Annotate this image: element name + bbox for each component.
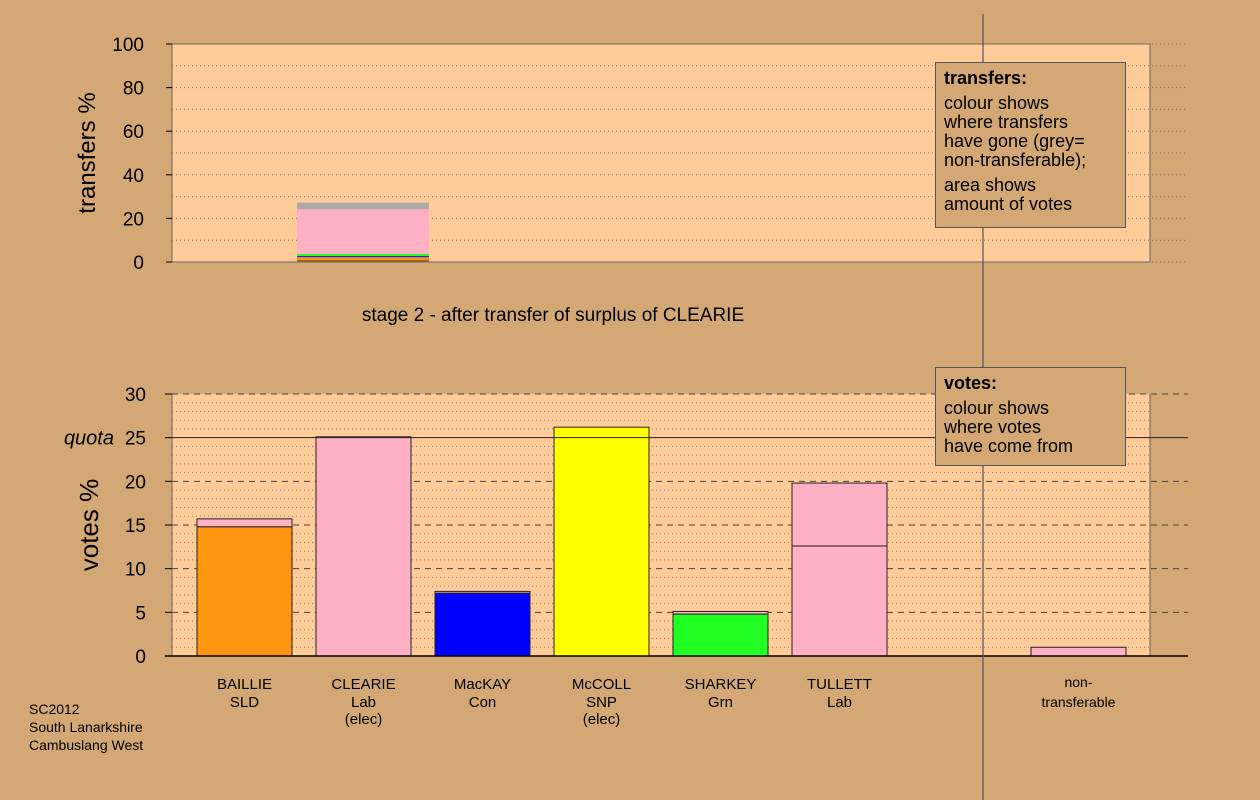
nontransferable-label: transferable bbox=[1042, 694, 1116, 710]
candidate-party: SNP bbox=[586, 694, 617, 711]
transfer-segment-non-transferable bbox=[297, 202, 429, 210]
vote-bar-baillie-segment bbox=[196, 518, 293, 528]
votes-y-axis-label: votes % bbox=[74, 479, 104, 572]
legend-line: colour shows bbox=[944, 398, 1050, 418]
votes-y-tick-label: 25 bbox=[125, 429, 146, 450]
vote-bar-tullett-segment bbox=[791, 545, 888, 657]
legend-line: colour shows bbox=[944, 93, 1050, 113]
credits-line: South Lanarkshire bbox=[29, 719, 143, 735]
legend-line: non-transferable); bbox=[944, 150, 1087, 170]
transfers-y-tick-label: 20 bbox=[123, 209, 144, 230]
legend-line: have come from bbox=[944, 436, 1074, 456]
candidate-party: Con bbox=[469, 694, 497, 711]
legend-line: where transfers bbox=[944, 112, 1069, 132]
transfers-legend-title: transfers: bbox=[944, 68, 1028, 88]
candidate-name: MacKAY bbox=[454, 676, 511, 693]
candidate-party: Lab bbox=[827, 694, 852, 711]
votes-y-tick-label: 20 bbox=[125, 472, 146, 493]
candidate-elected-note: (elec) bbox=[345, 711, 383, 728]
transfers-y-tick-label: 80 bbox=[123, 79, 144, 100]
vote-bar-sharkey-segment bbox=[672, 610, 769, 615]
transfer-segment-tullett bbox=[297, 209, 429, 254]
vote-bar-mackay-segment bbox=[434, 590, 531, 594]
candidate-elected-note: (elec) bbox=[583, 711, 621, 728]
stage-title: stage 2 - after transfer of surplus of C… bbox=[362, 305, 744, 326]
votes-y-tick-label: 5 bbox=[135, 603, 146, 624]
credits-line: Cambuslang West bbox=[29, 737, 144, 753]
candidate-party: SLD bbox=[230, 694, 259, 711]
transfer-segment-baillie bbox=[297, 257, 429, 262]
votes-y-tick-label: 15 bbox=[125, 516, 146, 537]
transfers-y-tick-label: 60 bbox=[123, 122, 144, 143]
transfers-y-tick-label: 100 bbox=[112, 35, 144, 56]
votes-legend: votes: colour shows where votes have com… bbox=[935, 367, 1126, 466]
nontransferable-bar bbox=[1030, 646, 1127, 657]
transfer-segment-sharkey bbox=[297, 253, 429, 257]
quota-label: quota bbox=[64, 428, 114, 450]
votes-y-tick-label: 10 bbox=[125, 560, 146, 581]
transfers-legend-text: colour shows where transfers have gone (… bbox=[944, 94, 1117, 170]
candidate-name: BAILLIE bbox=[217, 676, 272, 693]
vote-bar-baillie-segment bbox=[196, 526, 293, 657]
votes-legend-text: colour shows where votes have come from bbox=[944, 399, 1117, 456]
credits-line: SC2012 bbox=[29, 701, 80, 717]
nontransferable-label: non- bbox=[1064, 674, 1092, 690]
legend-line: have gone (grey= bbox=[944, 131, 1085, 151]
candidate-party: Lab bbox=[351, 694, 376, 711]
transfers-legend-text-2: area shows amount of votes bbox=[944, 176, 1117, 214]
legend-line: where votes bbox=[944, 417, 1042, 437]
candidate-name: SHARKEY bbox=[685, 676, 757, 693]
votes-y-tick-label: 30 bbox=[125, 385, 146, 406]
legend-line: area shows bbox=[944, 175, 1037, 195]
transfers-y-tick-label: 0 bbox=[133, 253, 144, 274]
candidate-name: CLEARIE bbox=[331, 676, 395, 693]
vote-bar-clearie-segment bbox=[315, 436, 412, 657]
vote-bar-mccoll-segment bbox=[553, 426, 650, 657]
vote-bar-sharkey-segment bbox=[672, 613, 769, 657]
vote-bar-tullett-segment bbox=[791, 482, 888, 547]
votes-legend-title: votes: bbox=[944, 373, 998, 393]
vote-bar-mackay-segment bbox=[434, 592, 531, 657]
candidate-party: Grn bbox=[708, 694, 733, 711]
transfer-segment-mackay bbox=[297, 256, 429, 258]
transfers-legend: transfers: colour shows where transfers … bbox=[935, 62, 1126, 228]
votes-y-tick-label: 0 bbox=[135, 647, 146, 668]
transfers-y-tick-label: 40 bbox=[123, 166, 144, 187]
transfers-y-axis-label: transfers % bbox=[74, 92, 101, 213]
legend-line: amount of votes bbox=[944, 194, 1073, 214]
candidate-name: McCOLL bbox=[572, 676, 631, 693]
credits: SC2012 South Lanarkshire Cambuslang West bbox=[29, 700, 143, 754]
candidate-name: TULLETT bbox=[807, 676, 872, 693]
